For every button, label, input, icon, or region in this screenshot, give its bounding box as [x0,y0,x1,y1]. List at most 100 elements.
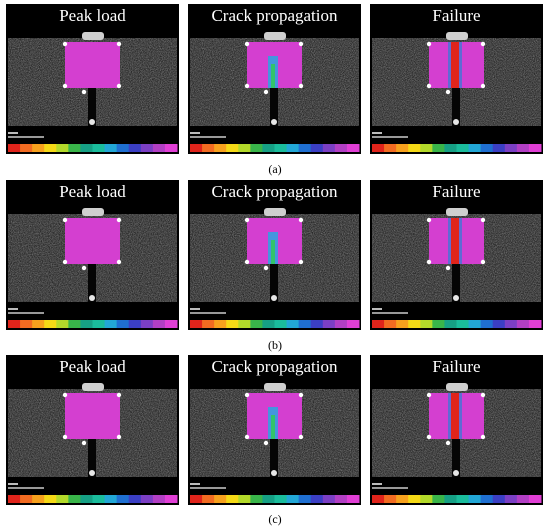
colorbar-segment [444,495,457,503]
support-point [89,470,95,476]
colorbar-segment [456,320,470,328]
marker-dot [116,83,122,89]
marker-dot [263,89,269,95]
colorbar-segment [384,144,397,152]
support-point [271,470,277,476]
marker-dot [81,440,87,446]
colorbar-segment [408,495,421,503]
support-point [453,470,459,476]
marker-dot [298,392,304,398]
colorbar-segment [68,320,81,328]
panel-title: Failure [432,182,481,201]
scale-label [190,308,200,310]
colorbar-segment [116,144,130,152]
colorbar-segment [56,144,69,152]
colorbar-segment [286,495,300,503]
colorbar-segment [298,320,312,328]
colorbar-segment [396,495,409,503]
marker-dot [298,259,304,265]
panel-title: Peak load [59,357,126,376]
colorbar-segment [44,495,57,503]
colorbar-segment [420,144,433,152]
marker-dot [62,217,68,223]
colorbar-segment [44,144,57,152]
colorbar-segment [274,495,288,503]
colorbar-segment [202,320,215,328]
colorbar-segment [480,144,494,152]
colorbar-segment [164,320,178,328]
colorbar-segment [214,320,227,328]
colorbar-segment [286,144,300,152]
colorbar-segment [322,144,336,152]
marker-dot [244,83,250,89]
colorbar-segment [128,144,142,152]
scale-label [8,487,44,489]
colorbar-segment [468,144,482,152]
panel-title: Peak load [59,6,126,25]
dic-strain-image [372,383,542,503]
colorbar-segment [152,320,166,328]
colorbar-segment [334,320,348,328]
support-point [271,119,277,125]
notch [270,88,278,126]
notch [270,439,278,477]
colorbar-segment [432,320,445,328]
colorbar-segment [492,495,506,503]
support-point [271,295,277,301]
panel-c-crack-propagation: Crack propagation [188,355,361,505]
dic-strain-image [372,32,542,152]
marker-dot [298,434,304,440]
colorbar-segment [504,320,518,328]
panel-c-peak-load: Peak load [6,355,179,505]
marker-dot [116,434,122,440]
colorbar-segment [190,144,203,152]
colorbar-segment [202,144,215,152]
colorbar-segment [250,495,263,503]
loading-head [446,208,468,216]
panel-title: Crack propagation [211,357,338,376]
colorbar-segment [346,495,360,503]
marker-dot [426,434,432,440]
colorbar-segment [190,320,203,328]
marker-dot [480,392,486,398]
colorbar-segment [480,320,494,328]
scale-label [8,483,18,485]
panel-title: Peak load [59,182,126,201]
colorbar-segment [214,144,227,152]
colorbar-segment [20,144,33,152]
marker-dot [445,440,451,446]
marker-dot [298,41,304,47]
marker-dot [116,259,122,265]
colorbar-segment [32,144,45,152]
failure-crack [451,393,459,439]
colorbar-segment [152,495,166,503]
colorbar-segment [528,144,542,152]
colorbar-segment [480,495,494,503]
scale-label [190,132,200,134]
colorbar-segment [104,144,118,152]
colorbar-segment [408,144,421,152]
colorbar-segment [80,144,93,152]
colorbar-segment [152,144,166,152]
support-point [89,295,95,301]
notch [88,264,96,302]
colorbar-segment [20,320,33,328]
marker-dot [480,217,486,223]
panel-b-crack-propagation: Crack propagation [188,180,361,330]
colorbar-segment [456,495,470,503]
colorbar-segment [250,144,263,152]
colorbar-segment [164,495,178,503]
colorbar-segment [262,144,275,152]
marker-dot [298,83,304,89]
colorbar-segment [164,144,178,152]
marker-dot [244,392,250,398]
colorbar-segment [516,495,530,503]
marker-dot [81,89,87,95]
scale-label [372,487,408,489]
notch [452,264,460,302]
colorbar-segment [286,320,300,328]
colorbar-segment [444,144,457,152]
colorbar-segment [492,144,506,152]
colorbar-segment [104,495,118,503]
colorbar-segment [104,320,118,328]
